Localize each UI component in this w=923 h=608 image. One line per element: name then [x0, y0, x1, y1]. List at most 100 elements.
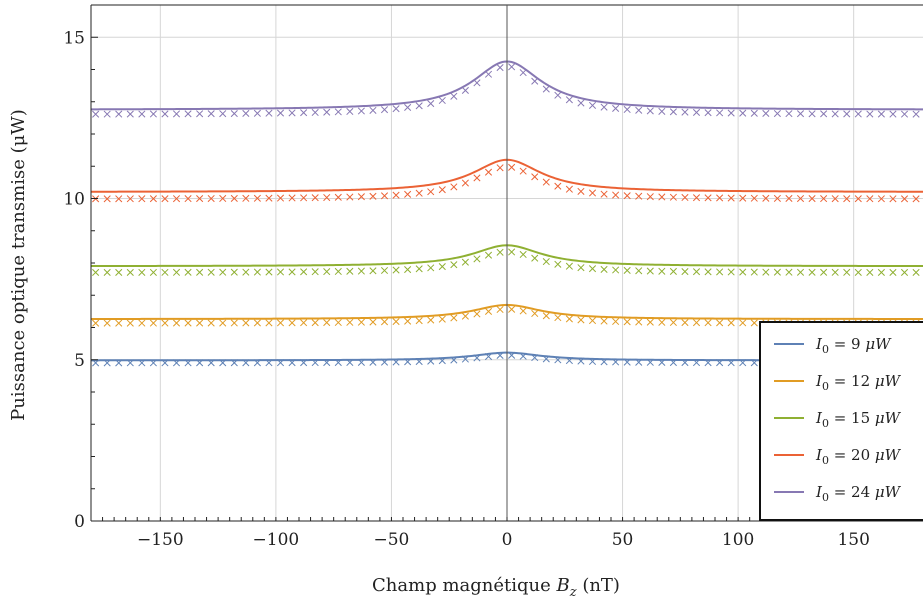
data-point [161, 110, 169, 118]
data-point [219, 319, 227, 327]
data-point [912, 110, 920, 118]
data-point [172, 359, 181, 367]
data-point [126, 268, 134, 276]
data-point [796, 110, 805, 118]
data-point [681, 108, 689, 116]
data-point [265, 268, 273, 276]
legend-subscript: 0 [822, 343, 829, 356]
data-point [612, 266, 620, 274]
data-point [704, 268, 712, 276]
data-point [334, 358, 342, 367]
data-point [808, 110, 816, 118]
data-point [473, 255, 481, 263]
data-point [808, 195, 816, 203]
data-point [496, 248, 504, 256]
data-point [346, 267, 354, 275]
data-point [588, 189, 597, 197]
data-point [115, 319, 123, 327]
data-point [438, 262, 446, 271]
data-point [692, 108, 701, 116]
data-point [103, 268, 111, 277]
data-point [404, 358, 412, 366]
data-point [427, 264, 435, 272]
data-point [346, 358, 354, 367]
data-point [219, 268, 227, 276]
data-point [727, 268, 735, 276]
data-point [739, 359, 747, 367]
data-point [323, 268, 331, 276]
data-point [438, 186, 446, 194]
data-point [415, 189, 423, 197]
data-point [588, 317, 597, 325]
data-point [912, 195, 920, 203]
data-point [311, 108, 319, 117]
data-point [669, 193, 677, 201]
data-point [727, 194, 735, 202]
data-point [669, 358, 677, 367]
data-point [612, 104, 620, 113]
data-point [126, 359, 134, 367]
data-point [92, 359, 100, 367]
data-point [820, 195, 828, 203]
data-point [854, 195, 862, 203]
data-point [149, 359, 157, 367]
data-point [692, 359, 701, 367]
data-point [427, 316, 435, 324]
data-point [323, 319, 331, 327]
data-point [750, 268, 758, 276]
legend-label-4: I0 = 24 μW [815, 483, 902, 504]
data-point [623, 105, 631, 114]
y-axis-title: Puissance optique transmise (μW) [8, 109, 29, 421]
data-point [681, 359, 689, 367]
data-point [265, 319, 273, 327]
data-point [519, 69, 527, 77]
data-point [196, 110, 204, 118]
data-point [727, 359, 735, 367]
data-point [704, 319, 712, 327]
data-point [531, 309, 539, 318]
data-point [253, 194, 261, 202]
data-point [172, 195, 181, 203]
data-point [427, 188, 435, 196]
data-point [392, 105, 400, 113]
data-point [276, 268, 285, 276]
data-point [900, 195, 909, 203]
data-point [889, 268, 897, 276]
data-point [519, 307, 527, 315]
data-point [542, 258, 550, 266]
data-point [311, 194, 319, 202]
legend-unit: μW [875, 483, 902, 501]
data-point [577, 264, 585, 272]
data-point [242, 109, 250, 118]
data-point [854, 110, 862, 118]
data-point [450, 261, 458, 269]
data-point [519, 352, 527, 360]
data-point [172, 110, 181, 118]
data-point [172, 268, 181, 276]
data-point [912, 268, 920, 277]
data-point [658, 107, 666, 115]
data-point [346, 107, 354, 116]
data-point [380, 266, 389, 275]
data-point [369, 318, 377, 326]
x-tick-label: −150 [137, 530, 184, 550]
data-point [900, 110, 909, 118]
data-point [796, 194, 805, 203]
data-point [496, 351, 504, 359]
legend-label-3: I0 = 20 μW [815, 446, 902, 467]
tick-labels: −150 −100 −50 0 50 100 150 0 5 10 15 [63, 28, 870, 550]
data-point [276, 194, 285, 202]
data-point [161, 359, 169, 367]
data-point [785, 110, 793, 118]
data-point [450, 183, 458, 191]
data-point [681, 319, 689, 327]
data-point [276, 319, 285, 327]
data-point [207, 268, 215, 276]
data-point [739, 109, 747, 117]
data-point [323, 193, 331, 202]
data-point [172, 319, 181, 327]
data-point [311, 359, 319, 367]
y-tick-label: 0 [74, 512, 85, 532]
